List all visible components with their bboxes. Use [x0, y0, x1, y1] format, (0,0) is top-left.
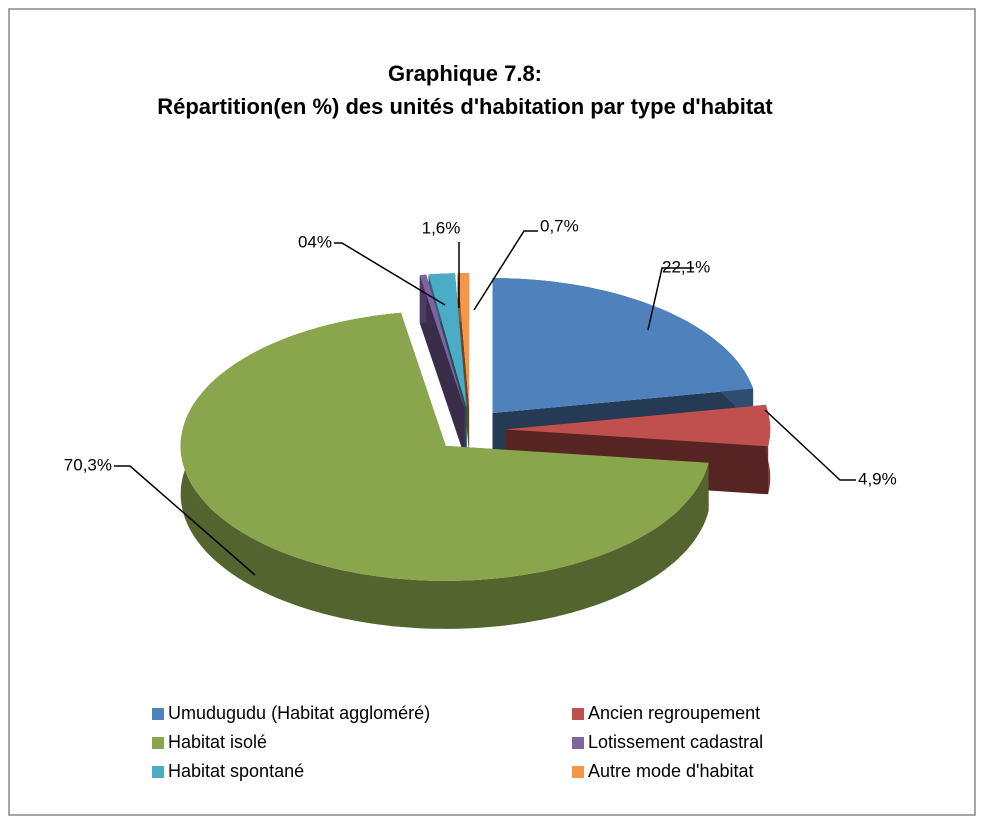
data-label: 1,6% [422, 218, 461, 237]
slice [428, 273, 467, 409]
leader-line [114, 465, 256, 576]
legend-label: Autre mode d'habitat [588, 761, 754, 781]
chart-title: Graphique 7.8: Répartition(en %) des unit… [157, 61, 773, 119]
leader-line [647, 267, 694, 331]
legend-label: Habitat isolé [168, 732, 267, 752]
legend-label: Lotissement cadastral [588, 732, 763, 752]
chart-frame [8, 8, 976, 816]
pie [180, 273, 771, 629]
slice [180, 312, 709, 581]
legend: Umudugudu (Habitat aggloméré) Ancien regr… [152, 703, 763, 781]
data-labels: 22,1% 4,9% 70,3% 04% 1,6% 0,7% [64, 216, 897, 576]
data-label: 70,3% [64, 455, 112, 474]
slice [492, 278, 754, 414]
data-label: 4,9% [858, 469, 897, 488]
legend-swatch [152, 737, 164, 749]
leader-line [764, 409, 856, 481]
legend-swatch [572, 708, 584, 720]
legend-swatch [152, 708, 164, 720]
data-label: 0,7% [540, 216, 579, 235]
leader-line [334, 242, 446, 306]
slice [505, 404, 771, 447]
legend-label: Habitat spontané [168, 761, 304, 781]
leader-line [473, 230, 538, 311]
legend-swatch [152, 766, 164, 778]
legend-label: Ancien regroupement [588, 703, 760, 723]
data-label: 04% [298, 232, 332, 251]
legend-swatch [572, 737, 584, 749]
legend-label: Umudugudu (Habitat aggloméré) [168, 703, 430, 723]
slice [419, 274, 465, 409]
slice [457, 273, 470, 408]
legend-swatch [572, 766, 584, 778]
data-label: 22,1% [662, 257, 710, 276]
